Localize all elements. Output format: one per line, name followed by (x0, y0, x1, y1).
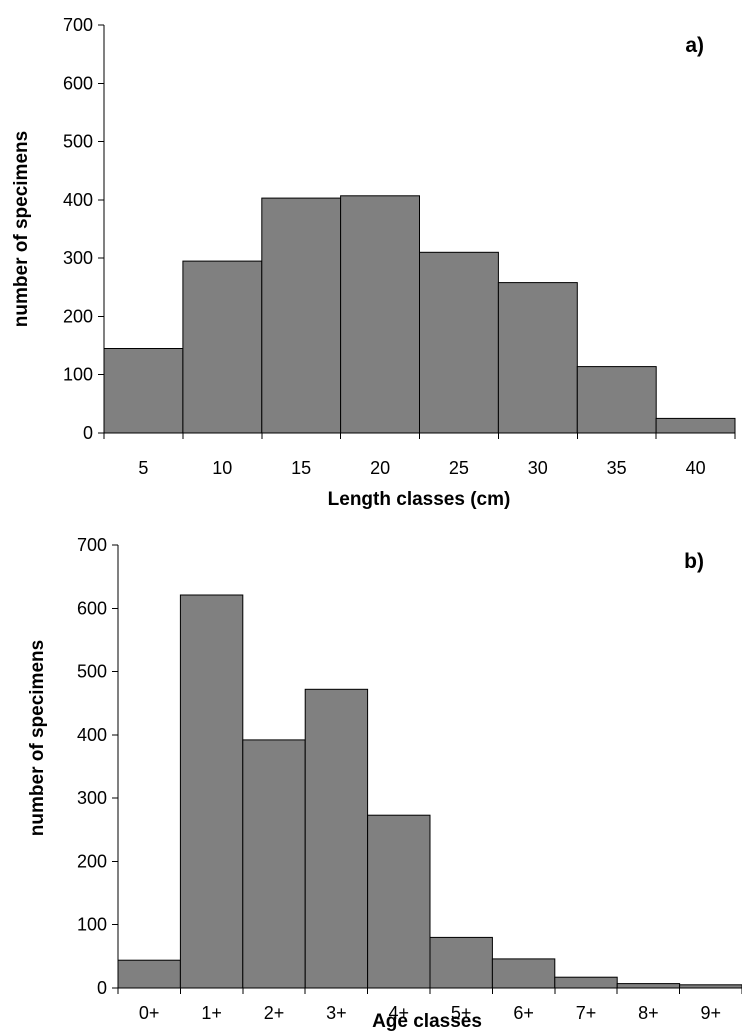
x-tick-label: 2+ (264, 1003, 285, 1023)
x-tick-label: 1+ (201, 1003, 222, 1023)
bar-40 (655, 417, 736, 434)
bar-5+ (429, 936, 493, 989)
y-tick-label: 700 (77, 535, 107, 555)
bar-35 (576, 366, 657, 434)
x-tick-labels-panel-a: 5 10 15 20 25 30 35 40 (138, 458, 705, 478)
x-tick-label: 30 (528, 458, 548, 478)
bar-30 (497, 282, 578, 434)
x-tick-labels-panel-b: 0+ 1+ 2+ 3+ 4+ 5+ 6+ 7+ 8+ 9+ (139, 1003, 721, 1023)
bar-6+ (491, 958, 556, 989)
y-tick-label: 200 (77, 851, 107, 871)
y-tick-label: 500 (77, 662, 107, 682)
bar-5 (103, 348, 184, 434)
x-tick-label: 3+ (326, 1003, 347, 1023)
y-tick-label: 300 (77, 788, 107, 808)
y-tick-label: 0 (97, 978, 107, 998)
panel-label-a: a) (685, 34, 704, 57)
x-tick-label: 4+ (389, 1003, 410, 1023)
y-tick-label: 600 (77, 598, 107, 618)
x-axis-title-b: Age classes (372, 1011, 482, 1032)
x-tick-label: 8+ (638, 1003, 659, 1023)
x-axis-title-a: Length classes (cm) (328, 489, 511, 510)
x-tick-label: 6+ (513, 1003, 534, 1023)
y-tick-label: 600 (63, 73, 93, 93)
bar-25 (419, 251, 499, 434)
chart-panel-b: 0 100 200 300 400 500 600 700 0+ 1+ 2+ 3+ 4+ 5+ 6+ 7+ 8… (27, 535, 742, 1032)
y-tick-label: 500 (63, 132, 93, 152)
x-tick-label: 0+ (139, 1003, 160, 1023)
x-tick-label: 25 (449, 458, 469, 478)
x-tick-label: 5+ (451, 1003, 472, 1023)
y-tick-label: 300 (63, 248, 93, 268)
x-tick-label: 15 (291, 458, 311, 478)
x-tick-label: 20 (370, 458, 390, 478)
y-tick-label: 200 (63, 306, 93, 326)
y-tick-label: 100 (63, 365, 93, 385)
panel-label-b: b) (684, 550, 704, 573)
x-tick-label: 35 (607, 458, 627, 478)
bar-8+ (616, 983, 681, 989)
y-tick-labels-panel-a: 0 100 200 300 400 500 600 700 (63, 15, 93, 443)
y-tick-label: 100 (77, 915, 107, 935)
x-tick-label: 7+ (576, 1003, 597, 1023)
y-tick-label: 400 (77, 725, 107, 745)
x-tick-label: 40 (686, 458, 706, 478)
bar-15 (261, 197, 342, 434)
axes-panel-b (112, 544, 742, 994)
bar-3+ (304, 688, 369, 989)
bar-1+ (179, 594, 244, 989)
bar-4+ (367, 814, 431, 989)
bar-2+ (242, 739, 306, 989)
y-axis-title-b: number of specimens (27, 640, 48, 836)
x-tick-label: 10 (212, 458, 232, 478)
x-tick-label: 5 (138, 458, 148, 478)
bars-panel-a (103, 195, 736, 434)
bars-panel-b (117, 594, 742, 989)
y-axis-title-a: number of specimens (11, 131, 32, 327)
y-tick-label: 0 (83, 423, 93, 443)
bar-7+ (554, 976, 618, 989)
bar-20 (340, 195, 421, 434)
y-tick-label: 700 (63, 15, 93, 35)
chart-panel-a: 0 100 200 300 400 500 600 700 5 10 15 20 25 30 35 40 a… (11, 15, 736, 510)
bar-10 (182, 260, 263, 434)
x-tick-label: 9+ (701, 1003, 722, 1023)
axes-panel-a (98, 24, 736, 439)
y-tick-label: 400 (63, 190, 93, 210)
y-tick-labels-panel-b: 0 100 200 300 400 500 600 700 (77, 535, 107, 998)
bar-0+ (117, 959, 181, 989)
